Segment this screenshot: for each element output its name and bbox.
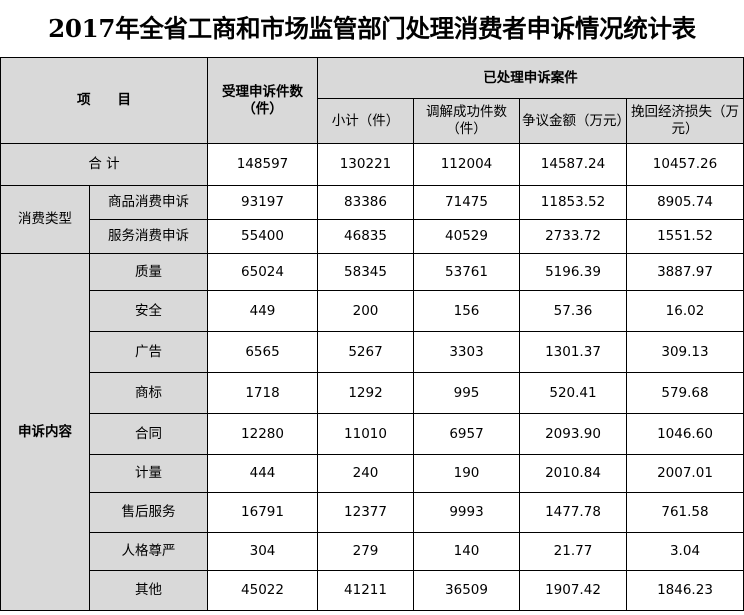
cell-subtotal: 58345: [317, 253, 414, 291]
statistics-table: 项 目 受理申诉件数（件） 已处理申诉案件 小计（件） 调解成功件数（件） 争议…: [0, 57, 744, 611]
row-label: 合同: [89, 413, 208, 455]
cell-subtotal: 12377: [317, 492, 414, 533]
table-row: 服务消费申诉 55400 46835 40529 2733.72 1551.52: [1, 219, 744, 254]
total-disputed-amount: 14587.24: [519, 143, 627, 186]
cell-mediated: 156: [413, 290, 520, 332]
cell-disputed-amount: 1907.42: [519, 570, 627, 611]
cell-recovered-loss: 3887.97: [626, 253, 744, 291]
table-row: 人格尊严 304 279 140 21.77 3.04: [1, 532, 744, 571]
cell-mediated: 3303: [413, 331, 520, 373]
header-mediated: 调解成功件数（件）: [413, 98, 520, 144]
cell-subtotal: 46835: [317, 219, 414, 254]
total-recovered-loss: 10457.26: [626, 143, 744, 186]
cell-recovered-loss: 8905.74: [626, 185, 744, 220]
table-row: 合同 12280 11010 6957 2093.90 1046.60: [1, 413, 744, 455]
cell-subtotal: 83386: [317, 185, 414, 220]
cell-disputed-amount: 1301.37: [519, 331, 627, 373]
cell-mediated: 995: [413, 372, 520, 414]
cell-recovered-loss: 3.04: [626, 532, 744, 571]
cell-accepted: 16791: [207, 492, 318, 533]
cell-accepted: 65024: [207, 253, 318, 291]
total-label: 合 计: [0, 143, 208, 186]
cell-disputed-amount: 11853.52: [519, 185, 627, 220]
cell-disputed-amount: 2733.72: [519, 219, 627, 254]
header-accepted: 受理申诉件数（件）: [207, 57, 318, 144]
cell-recovered-loss: 579.68: [626, 372, 744, 414]
cell-accepted: 304: [207, 532, 318, 571]
cell-mediated: 71475: [413, 185, 520, 220]
cell-recovered-loss: 2007.01: [626, 454, 744, 493]
cell-mediated: 6957: [413, 413, 520, 455]
table-row-total: 合 计 148597 130221 112004 14587.24 10457.…: [0, 143, 744, 186]
table-row: 计量 444 240 190 2010.84 2007.01: [1, 454, 744, 493]
table-row: 安全 449 200 156 57.36 16.02: [1, 290, 744, 332]
cell-disputed-amount: 21.77: [519, 532, 627, 571]
cell-recovered-loss: 761.58: [626, 492, 744, 533]
table-title: 2017年全省工商和市场监管部门处理消费者申诉情况统计表: [48, 13, 696, 43]
cell-subtotal: 1292: [317, 372, 414, 414]
table-row: 申诉内容 质量 65024 58345 53761 5196.39 3887.9…: [0, 253, 744, 611]
cell-mediated: 190: [413, 454, 520, 493]
header-subtotal: 小计（件）: [317, 98, 414, 144]
header-processed-group: 已处理申诉案件: [317, 57, 744, 99]
group-label-complaint-content: 申诉内容: [0, 253, 90, 611]
cell-accepted: 1718: [207, 372, 318, 414]
row-label: 服务消费申诉: [89, 219, 208, 254]
cell-disputed-amount: 57.36: [519, 290, 627, 332]
cell-recovered-loss: 16.02: [626, 290, 744, 332]
row-label: 商品消费申诉: [89, 185, 208, 220]
cell-recovered-loss: 1551.52: [626, 219, 744, 254]
cell-recovered-loss: 1846.23: [626, 570, 744, 611]
cell-mediated: 53761: [413, 253, 520, 291]
total-mediated: 112004: [413, 143, 520, 186]
cell-disputed-amount: 2093.90: [519, 413, 627, 455]
cell-mediated: 40529: [413, 219, 520, 254]
table-row: 售后服务 16791 12377 9993 1477.78 761.58: [1, 492, 744, 533]
cell-disputed-amount: 5196.39: [519, 253, 627, 291]
cell-mediated: 9993: [413, 492, 520, 533]
cell-accepted: 12280: [207, 413, 318, 455]
row-label: 售后服务: [89, 492, 208, 533]
row-label: 广告: [89, 331, 208, 373]
cell-subtotal: 41211: [317, 570, 414, 611]
table-row: 商标 1718 1292 995 520.41 579.68: [1, 372, 744, 414]
header-recovered-loss: 挽回经济损失（万元）: [626, 98, 744, 144]
cell-recovered-loss: 1046.60: [626, 413, 744, 455]
header-disputed-amount: 争议金额（万元）: [519, 98, 627, 144]
row-label: 人格尊严: [89, 532, 208, 571]
table-row: 广告 6565 5267 3303 1301.37 309.13: [1, 331, 744, 373]
cell-accepted: 55400: [207, 219, 318, 254]
cell-disputed-amount: 520.41: [519, 372, 627, 414]
total-subtotal: 130221: [317, 143, 414, 186]
cell-subtotal: 11010: [317, 413, 414, 455]
cell-disputed-amount: 1477.78: [519, 492, 627, 533]
row-label: 计量: [89, 454, 208, 493]
cell-recovered-loss: 309.13: [626, 331, 744, 373]
cell-subtotal: 279: [317, 532, 414, 571]
cell-accepted: 6565: [207, 331, 318, 373]
row-label: 商标: [89, 372, 208, 414]
row-label: 质量: [89, 253, 208, 291]
group-label-consumption-type: 消费类型: [0, 185, 90, 254]
cell-subtotal: 240: [317, 454, 414, 493]
cell-accepted: 449: [207, 290, 318, 332]
row-label: 其他: [89, 570, 208, 611]
cell-mediated: 36509: [413, 570, 520, 611]
cell-accepted: 93197: [207, 185, 318, 220]
cell-accepted: 45022: [207, 570, 318, 611]
cell-disputed-amount: 2010.84: [519, 454, 627, 493]
cell-subtotal: 200: [317, 290, 414, 332]
cell-accepted: 444: [207, 454, 318, 493]
header-item: 项 目: [0, 57, 208, 144]
row-label: 安全: [89, 290, 208, 332]
table-row: 消费类型 商品消费申诉 93197 83386 71475 11853.52 8…: [0, 185, 744, 254]
table-row: 其他 45022 41211 36509 1907.42 1846.23: [1, 570, 744, 611]
cell-mediated: 140: [413, 532, 520, 571]
cell-subtotal: 5267: [317, 331, 414, 373]
total-accepted: 148597: [207, 143, 318, 186]
